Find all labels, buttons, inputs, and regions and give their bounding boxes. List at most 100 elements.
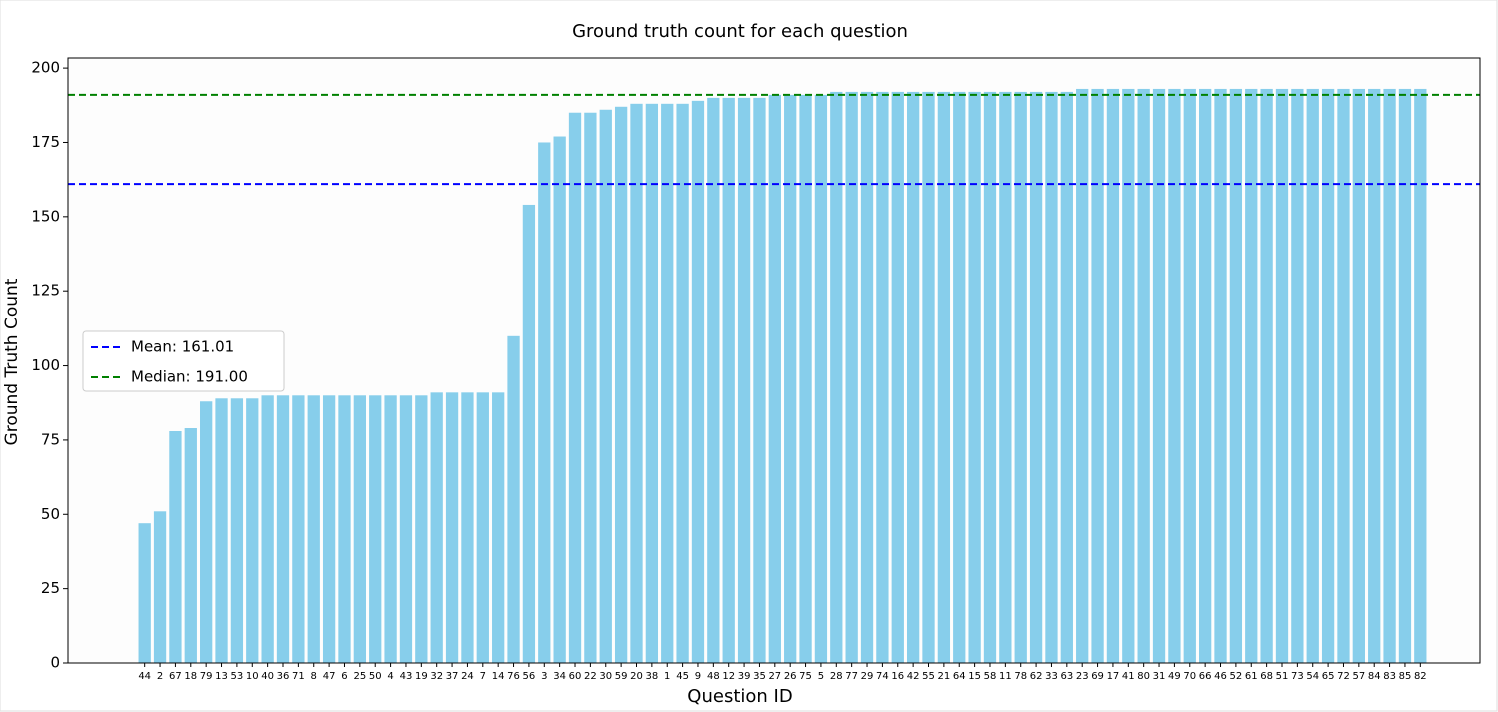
x-tick-label: 34 [553, 671, 566, 682]
x-tick-label: 16 [891, 671, 904, 682]
bar [799, 94, 812, 663]
x-tick-label: 2 [157, 671, 163, 682]
x-tick-label: 76 [507, 671, 520, 682]
bar [614, 106, 628, 663]
x-tick-label: 37 [446, 671, 459, 682]
bar [691, 100, 705, 664]
bar [138, 523, 151, 663]
bar [1229, 88, 1243, 663]
x-tick-label: 41 [1122, 671, 1135, 682]
x-tick-label: 63 [1060, 671, 1073, 682]
x-tick-label: 67 [169, 671, 182, 682]
bar [568, 112, 582, 663]
x-tick-label: 60 [569, 671, 582, 682]
x-tick-label: 69 [1091, 671, 1104, 682]
y-tick-label: 200 [31, 59, 60, 77]
chart-title: Ground truth count for each question [572, 21, 908, 42]
bar [891, 91, 904, 663]
x-tick-label: 36 [277, 671, 290, 682]
bar [430, 392, 443, 663]
bar [1122, 88, 1135, 663]
bar [845, 91, 858, 663]
bar [876, 91, 889, 663]
x-tick-label: 78 [1014, 671, 1027, 682]
x-tick-label: 29 [861, 671, 874, 682]
bar [1321, 88, 1335, 663]
y-tick-label: 50 [41, 505, 60, 523]
x-tick-label: 23 [1076, 671, 1089, 682]
bar [1352, 88, 1365, 663]
x-tick-label: 24 [461, 671, 474, 682]
x-tick-label: 53 [231, 671, 244, 682]
bar [261, 395, 274, 663]
x-tick-label: 46 [1214, 671, 1227, 682]
bar [322, 395, 336, 663]
x-tick-label: 18 [184, 671, 197, 682]
bar [1152, 88, 1166, 663]
x-tick-label: 65 [1322, 671, 1335, 682]
x-tick-label: 72 [1337, 671, 1350, 682]
plot-border [67, 57, 1481, 664]
x-tick-label: 71 [292, 671, 305, 682]
x-tick-label: 32 [430, 671, 443, 682]
x-tick-label: 51 [1276, 671, 1289, 682]
bar [937, 91, 951, 663]
x-tick-label: 14 [492, 671, 505, 682]
bar [461, 392, 474, 663]
bar [153, 511, 167, 663]
x-tick-label: 26 [784, 671, 797, 682]
bar [538, 142, 551, 663]
bar [1091, 88, 1104, 663]
bar [507, 335, 520, 663]
x-tick-label: 48 [707, 671, 720, 682]
x-tick-label: 28 [830, 671, 843, 682]
bar [230, 398, 244, 663]
bar [307, 395, 320, 663]
x-tick-label: 59 [615, 671, 628, 682]
x-tick-label: 62 [1030, 671, 1043, 682]
legend-label: Mean: 161.01 [131, 338, 234, 356]
x-tick-label: 44 [138, 671, 151, 682]
bar [722, 97, 735, 663]
bar [1368, 88, 1381, 663]
bar [1076, 88, 1089, 663]
bar [369, 395, 382, 663]
bar [1045, 91, 1058, 663]
bar [353, 395, 366, 663]
bar [645, 103, 659, 664]
bar [200, 401, 213, 663]
x-tick-label: 9 [695, 671, 701, 682]
bar [1245, 88, 1258, 663]
x-tick-label: 1 [664, 671, 670, 682]
x-tick-label: 70 [1183, 671, 1196, 682]
bar [553, 136, 566, 663]
x-tick-label: 49 [1168, 671, 1181, 682]
bar [830, 91, 843, 663]
x-tick-label: 64 [953, 671, 966, 682]
bar [999, 91, 1012, 663]
x-tick-label: 55 [922, 671, 935, 682]
legend-box [82, 330, 285, 392]
x-tick-label: 80 [1137, 671, 1150, 682]
x-tick-label: 83 [1383, 671, 1396, 682]
x-tick-label: 13 [215, 671, 228, 682]
bar [1029, 91, 1043, 663]
y-tick-label: 25 [41, 579, 60, 597]
bar [476, 392, 489, 663]
x-tick-label: 58 [984, 671, 997, 682]
x-tick-label: 85 [1399, 671, 1412, 682]
x-tick-label: 22 [584, 671, 597, 682]
y-axis-label: Ground Truth Count [2, 278, 22, 445]
x-tick-label: 47 [323, 671, 336, 682]
bar [1260, 88, 1273, 663]
bar [737, 97, 751, 663]
bar [1060, 91, 1073, 663]
x-tick-label: 6 [341, 671, 347, 682]
x-tick-label: 5 [818, 671, 824, 682]
legend-label: Median: 191.00 [131, 368, 248, 386]
x-tick-label: 20 [630, 671, 643, 682]
bar [1106, 88, 1120, 663]
x-tick-label: 57 [1352, 671, 1365, 682]
